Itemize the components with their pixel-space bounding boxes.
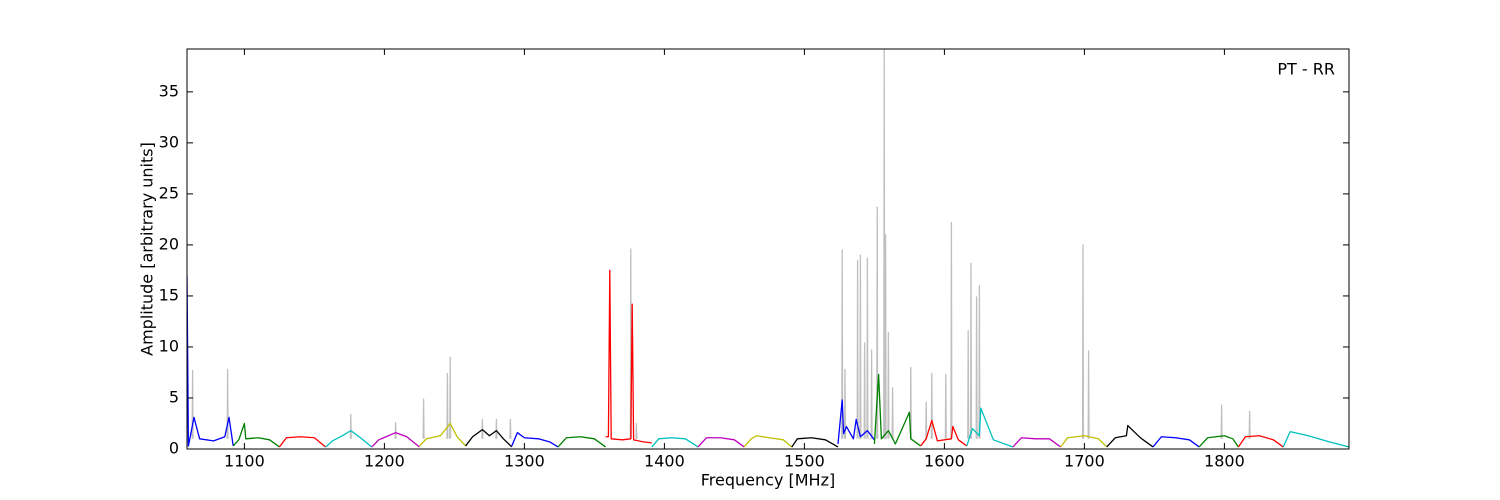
series-line [187, 275, 234, 447]
series-line [511, 432, 559, 448]
series-line [325, 429, 373, 448]
series-line [966, 407, 1014, 448]
series-line [651, 437, 699, 448]
series-line [418, 422, 467, 447]
plot-frame [186, 48, 1350, 450]
x-tick-label: 1300 [504, 452, 545, 471]
series-line [278, 436, 327, 448]
y-tick-label: 35 [159, 81, 179, 100]
series-line [465, 428, 513, 448]
y-tick-label: 10 [159, 336, 179, 355]
x-tick-label: 1400 [644, 452, 685, 471]
x-tick-label: 1600 [924, 452, 965, 471]
y-tick-label: 0 [169, 439, 179, 458]
series-line [1012, 437, 1061, 448]
series-line [1198, 435, 1239, 448]
annotation: PT - RR [1277, 60, 1335, 79]
series-line [1282, 431, 1349, 448]
y-tick-label: 25 [159, 183, 179, 202]
series-line [232, 422, 280, 448]
x-tick-label: 1800 [1204, 452, 1245, 471]
x-tick-label: 1700 [1064, 452, 1105, 471]
series-line [1106, 424, 1154, 448]
series-line [837, 399, 875, 444]
series-line [791, 437, 839, 448]
x-tick-label: 1200 [364, 452, 405, 471]
y-tick-label: 20 [159, 234, 179, 253]
y-tick-label: 5 [169, 387, 179, 406]
series-line [697, 437, 745, 448]
series-line [557, 436, 606, 448]
series-line [191, 49, 1251, 439]
series-line [743, 435, 793, 448]
y-tick-label: 30 [159, 132, 179, 151]
series-line [920, 419, 968, 447]
series-line [873, 373, 921, 447]
plot-area [187, 49, 1349, 448]
series-line [1060, 435, 1108, 448]
series-line [1237, 435, 1284, 448]
series-line [605, 269, 652, 444]
x-tick-label: 1100 [224, 452, 265, 471]
x-axis-label: Frequency [MHz] [701, 471, 835, 490]
y-axis-label: Amplitude [arbitrary units] [138, 142, 157, 356]
y-tick-label: 15 [159, 285, 179, 304]
x-tick-label: 1500 [784, 452, 825, 471]
series-line [1152, 436, 1200, 448]
series-line [371, 432, 420, 448]
